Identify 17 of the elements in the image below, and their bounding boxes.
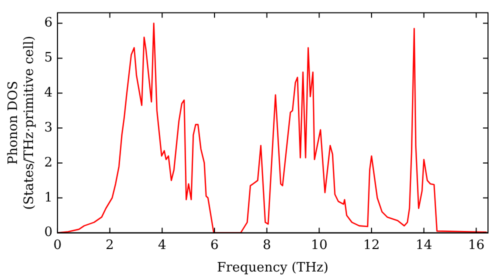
x-tick-label: 8 bbox=[262, 238, 271, 253]
x-tick-label: 4 bbox=[158, 238, 166, 253]
x-tick-label: 6 bbox=[210, 238, 219, 253]
x-tick-label: 14 bbox=[416, 238, 432, 253]
y-tick-label: 2 bbox=[44, 155, 52, 170]
y-tick-label: 3 bbox=[44, 120, 52, 136]
x-tick-label: 12 bbox=[363, 238, 380, 253]
x-tick-label: 10 bbox=[310, 238, 328, 253]
x-tick-label: 2 bbox=[106, 238, 114, 253]
x-axis-title: Frequency (THz) bbox=[217, 260, 328, 276]
y-tick-label: 1 bbox=[44, 190, 52, 206]
x-tick-label: 16 bbox=[468, 238, 484, 253]
y-tick-label: 0 bbox=[44, 225, 52, 240]
y-axis-title: Phonon DOS (States/THz·primitive cell) bbox=[6, 36, 37, 210]
y-tick-label: 5 bbox=[44, 50, 52, 66]
y-tick-label: 6 bbox=[44, 16, 52, 31]
y-tick-label: 4 bbox=[44, 85, 52, 100]
